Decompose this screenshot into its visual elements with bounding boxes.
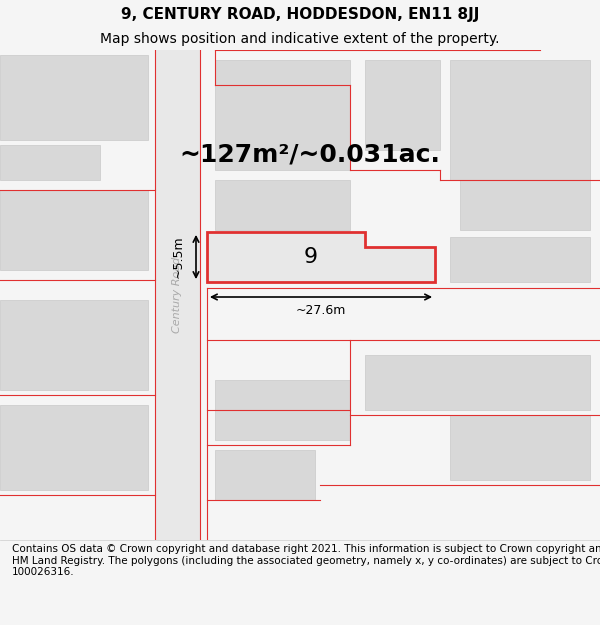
Bar xyxy=(365,355,590,410)
Bar xyxy=(0,405,148,490)
Bar xyxy=(365,60,440,150)
Bar xyxy=(450,237,590,282)
Bar xyxy=(155,50,200,540)
Bar xyxy=(215,380,350,440)
Text: Contains OS data © Crown copyright and database right 2021. This information is : Contains OS data © Crown copyright and d… xyxy=(12,544,600,578)
Bar xyxy=(0,300,148,390)
Bar xyxy=(215,180,350,230)
Bar xyxy=(0,145,100,180)
Bar xyxy=(0,55,148,140)
Text: Map shows position and indicative extent of the property.: Map shows position and indicative extent… xyxy=(100,32,500,46)
Bar xyxy=(450,415,590,480)
Text: 9: 9 xyxy=(304,247,318,267)
Bar xyxy=(460,180,590,230)
Text: ~5.5m: ~5.5m xyxy=(172,236,185,278)
Text: 9, CENTURY ROAD, HODDESDON, EN11 8JJ: 9, CENTURY ROAD, HODDESDON, EN11 8JJ xyxy=(121,6,479,21)
Bar xyxy=(215,450,315,500)
Text: ~127m²/~0.031ac.: ~127m²/~0.031ac. xyxy=(179,143,440,167)
Text: Century Road: Century Road xyxy=(173,257,182,333)
Bar xyxy=(0,190,148,270)
Polygon shape xyxy=(207,232,435,282)
Bar xyxy=(215,60,350,170)
Bar xyxy=(450,60,590,180)
Text: ~27.6m: ~27.6m xyxy=(296,304,346,318)
